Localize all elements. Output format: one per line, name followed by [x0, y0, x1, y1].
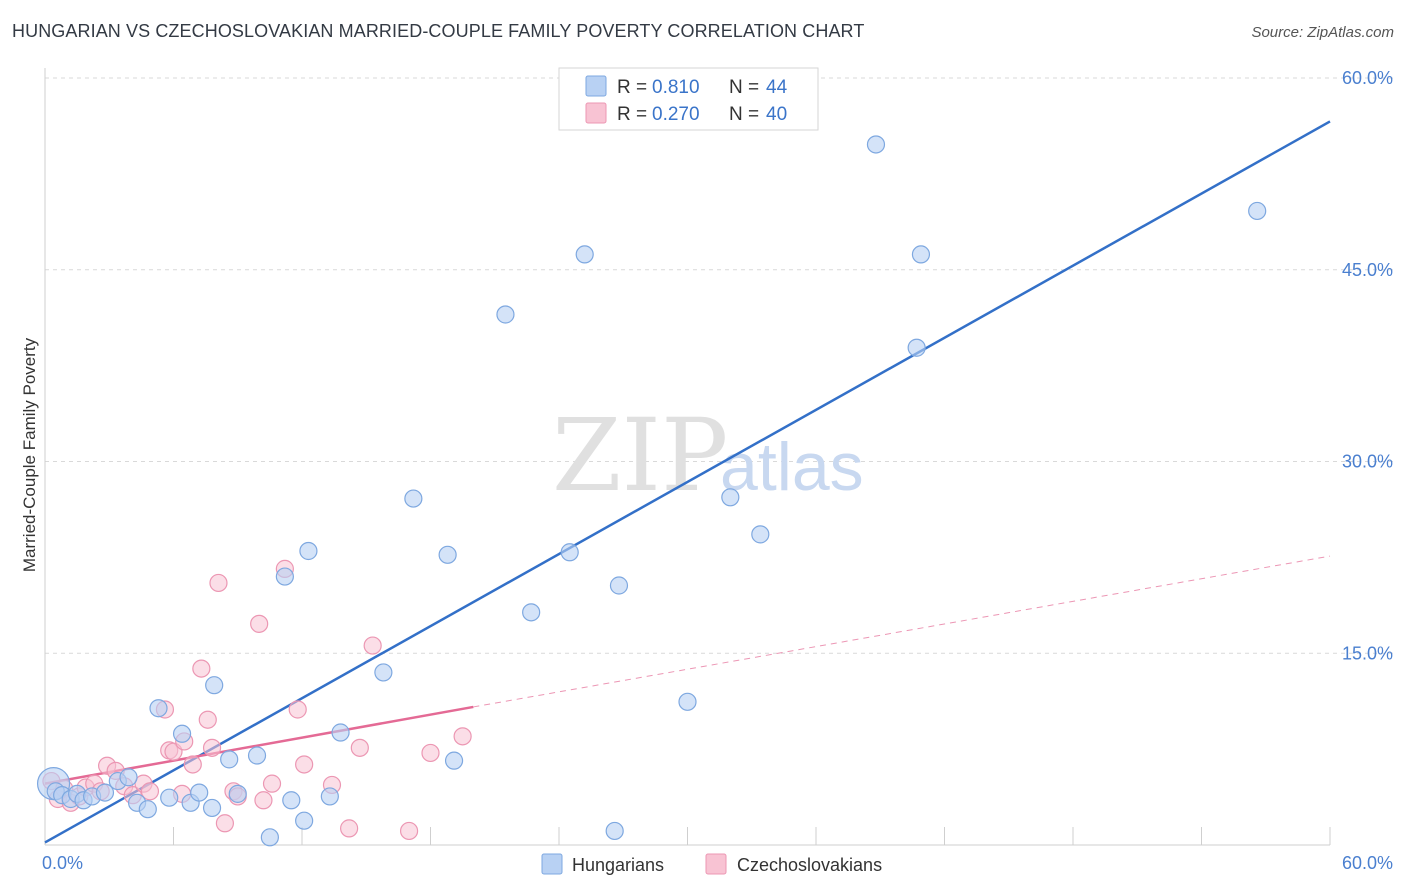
czechoslovakian-point [262, 774, 282, 793]
y-axis-label: Married-Couple Family Poverty [20, 337, 39, 572]
hungarian-point [205, 676, 224, 695]
hungarian-point [220, 750, 239, 769]
czechoslovakian-point [198, 710, 217, 729]
x-tick-label-1: 60.0% [1342, 853, 1393, 873]
tick-labels: 15.0% 30.0% 45.0% 60.0% 0.0% 60.0% [42, 68, 1393, 873]
legend-n-label-1: N = [729, 104, 759, 125]
hungarian-point [1248, 201, 1267, 221]
hungarian-point [609, 576, 629, 595]
x-tick-label-0: 0.0% [42, 853, 83, 873]
hungarian-point [119, 768, 138, 787]
hungarian-point [444, 751, 464, 770]
bottom-legend-hungarians: Hungarians [572, 855, 664, 875]
hungarian-point [228, 784, 247, 803]
legend-swatch-hungarians [585, 75, 607, 97]
trend-lines [44, 120, 1331, 844]
hungarian-point [374, 663, 393, 682]
hungarian-point [496, 305, 515, 324]
watermark-zip: ZIP [552, 397, 728, 514]
czechoslovakian-point [340, 819, 359, 838]
hungarian-point [404, 489, 423, 508]
hungarian-points [36, 135, 1267, 847]
czechoslovakian-point [202, 738, 222, 757]
czechoslovakian-point [421, 743, 440, 763]
czechoslovakian-point [183, 755, 202, 774]
hungarian-point [247, 746, 267, 765]
czechoslovakian-point [192, 659, 211, 678]
czechoslovakian-point [350, 738, 369, 757]
watermark: ZIP atlas [552, 397, 864, 514]
czechoslovakian-point [215, 814, 234, 833]
hungarian-point [721, 488, 740, 507]
czechoslovakian-point [453, 727, 472, 746]
series-legend: Hungarians Czechoslovakians [541, 853, 882, 875]
hungarian-point [751, 525, 770, 544]
hungarian-point [678, 692, 697, 711]
legend-n-label-0: N = [729, 77, 759, 98]
hungarian-point [275, 567, 294, 586]
hungarian-point [320, 787, 339, 806]
hungarian-point [560, 543, 579, 562]
hungarian-point [282, 791, 301, 810]
czechoslovakian-point [363, 636, 382, 655]
czechoslovakian-point [250, 614, 269, 633]
legend-n-value-1: 40 [766, 104, 787, 125]
czechoslovakian-point [295, 755, 314, 774]
watermark-atlas: atlas [720, 429, 864, 505]
y-tick-label-2: 45.0% [1342, 260, 1393, 280]
bottom-legend-swatch-hungarians [541, 853, 563, 875]
hungarian-point [295, 811, 314, 830]
hungarian-point [260, 828, 279, 847]
source-label: Source: ZipAtlas.com [1251, 24, 1394, 41]
hungarian-point [575, 245, 594, 264]
legend-r-label-1: R = [617, 104, 647, 125]
hungarian-point [299, 541, 318, 561]
hungarian-point [172, 724, 192, 743]
legend-swatch-czechoslovakians [585, 102, 607, 124]
czechoslovakian-point [209, 573, 228, 593]
czechoslovakian-point [288, 700, 307, 719]
hungarian-point [911, 245, 931, 264]
hungarian-point [149, 699, 168, 718]
gridlines [45, 77, 1395, 654]
legend-r-label-0: R = [617, 77, 647, 98]
hungarian-point [160, 788, 179, 807]
hungarian-point [331, 723, 350, 742]
czechoslovakian-point [254, 791, 273, 810]
chart-title: HUNGARIAN VS CZECHOSLOVAKIAN MARRIED-COU… [12, 21, 865, 41]
bottom-legend-czechoslovakians: Czechoslovakians [737, 855, 882, 875]
hungarian-point [438, 545, 457, 564]
hungarian-point [605, 821, 624, 841]
hungarian-point [907, 338, 926, 357]
y-tick-label-1: 30.0% [1342, 452, 1393, 472]
legend-r-value-1: 0.270 [652, 104, 700, 125]
y-tick-label-3: 60.0% [1342, 68, 1393, 88]
axes [44, 68, 1331, 846]
czechoslovakians-trend-extension [473, 555, 1331, 708]
czechoslovakian-point [140, 782, 160, 801]
hungarian-point [190, 783, 209, 802]
czechoslovakian-point [399, 821, 419, 841]
y-tick-label-0: 15.0% [1342, 643, 1393, 663]
hungarian-point [138, 800, 157, 819]
legend: R = 0.810 N = 44 R = 0.270 N = 40 [558, 67, 819, 131]
bottom-legend-swatch-czechoslovakians [705, 853, 727, 875]
legend-n-value-0: 44 [766, 77, 788, 98]
hungarian-point [522, 603, 541, 622]
legend-r-value-0: 0.810 [652, 77, 700, 98]
hungarians-trend-line [44, 120, 1331, 844]
hungarian-point [866, 135, 886, 154]
hungarian-point [202, 798, 222, 818]
hungarian-point [95, 783, 115, 802]
